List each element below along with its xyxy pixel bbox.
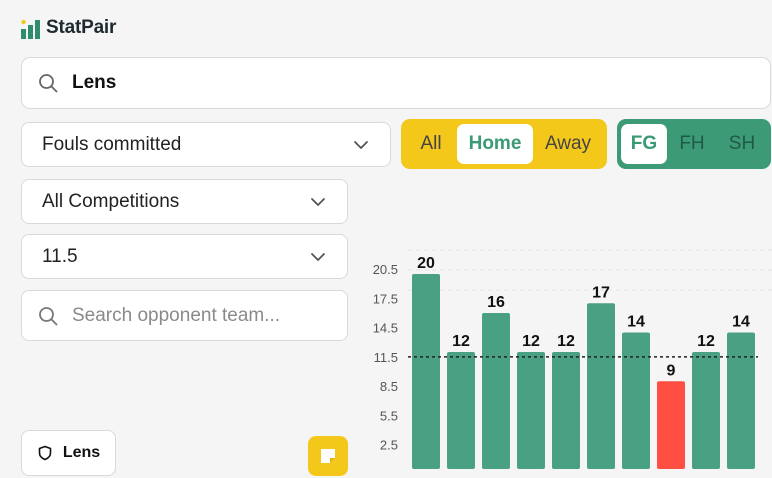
- half-option-fh[interactable]: FH: [679, 133, 705, 154]
- y-tick-label: 8.5: [380, 379, 398, 394]
- opponent-search-box[interactable]: [21, 290, 348, 341]
- shield-icon: [38, 445, 52, 461]
- half-option-sh[interactable]: SH: [728, 133, 756, 154]
- team-chip-label: Lens: [62, 444, 101, 461]
- y-tick-label: 2.5: [380, 438, 398, 453]
- bar: [727, 332, 755, 469]
- bar-value-label: 14: [732, 314, 750, 331]
- y-tick-label: 11.5: [374, 350, 398, 365]
- bar: [482, 313, 510, 469]
- chevron-down-icon: [311, 197, 325, 206]
- bar: [657, 381, 685, 469]
- half-option-fg[interactable]: FG: [621, 124, 667, 164]
- opponent-search-input[interactable]: [72, 304, 332, 327]
- app-name: StatPair: [46, 17, 117, 38]
- line-select-value: 11.5: [42, 245, 78, 267]
- y-tick-label: 14.5: [373, 321, 398, 336]
- y-tick-label: 5.5: [380, 408, 398, 423]
- bar-value-label: 12: [557, 333, 575, 350]
- line-select[interactable]: 11.5: [21, 234, 348, 279]
- notes-button[interactable]: [308, 436, 348, 476]
- bar: [587, 303, 615, 469]
- app-logo: StatPair: [20, 16, 116, 40]
- search-icon: [39, 306, 58, 325]
- bar: [517, 352, 545, 469]
- venue-option-all[interactable]: All: [420, 133, 442, 154]
- team-search-box[interactable]: [21, 57, 771, 109]
- stat-select[interactable]: Fouls committed: [21, 122, 391, 167]
- team-chip[interactable]: Lens: [21, 430, 116, 476]
- venue-option-home[interactable]: Home: [457, 124, 533, 164]
- bar: [447, 352, 475, 469]
- venue-toggle: All Home Away: [401, 119, 607, 169]
- search-icon: [39, 74, 58, 93]
- bar-value-label: 12: [522, 333, 540, 350]
- chevron-down-icon: [311, 252, 325, 261]
- bar: [692, 352, 720, 469]
- bar-value-label: 12: [697, 333, 715, 350]
- team-search-input[interactable]: [72, 72, 672, 94]
- bar-chart-logo-icon: [21, 19, 40, 39]
- half-toggle: FG FH SH: [617, 119, 771, 169]
- bar-value-label: 9: [667, 362, 676, 379]
- chevron-down-icon: [354, 140, 368, 149]
- bar-value-label: 16: [487, 294, 505, 311]
- bar: [552, 352, 580, 469]
- bar-value-label: 12: [452, 333, 470, 350]
- competition-select-value: All Competitions: [42, 190, 180, 212]
- competition-select[interactable]: All Competitions: [21, 179, 348, 224]
- y-tick-label: 17.5: [373, 291, 398, 306]
- sticky-note-icon: [321, 449, 335, 463]
- bar-value-label: 20: [417, 255, 435, 272]
- stat-select-value: Fouls committed: [42, 133, 182, 155]
- bar: [412, 274, 440, 469]
- bar-value-label: 14: [627, 314, 645, 331]
- y-tick-label: 20.5: [373, 262, 398, 277]
- fouls-bar-chart: 2.5 5.5 8.5 11.5 14.5 17.5 20.5 20 12 16 12 12 17 14 9…: [373, 249, 772, 469]
- bar-value-label: 17: [592, 284, 610, 301]
- venue-option-away[interactable]: Away: [544, 133, 592, 154]
- bar: [622, 332, 650, 469]
